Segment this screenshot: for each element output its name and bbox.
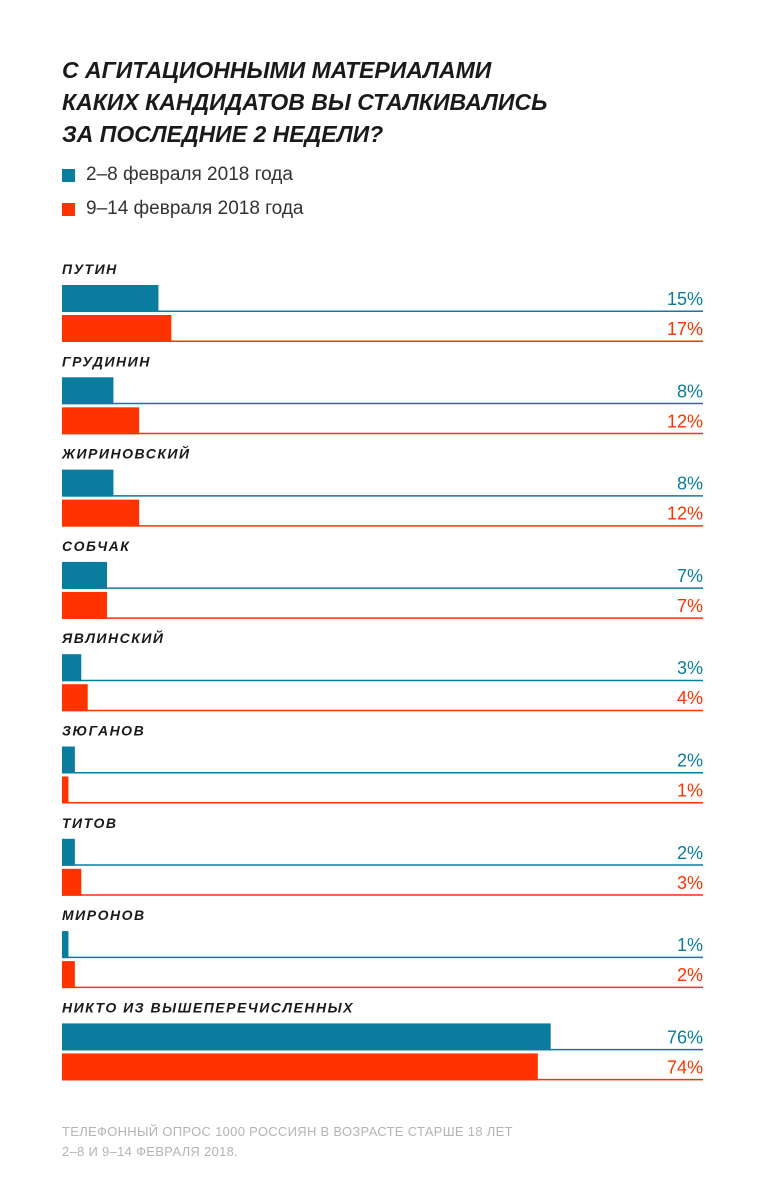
title-line: за последние 2 недели? xyxy=(62,121,384,147)
category-label: ЯВЛИНСКИЙ xyxy=(61,629,164,646)
category-label: ГРУДИНИН xyxy=(62,353,151,369)
value-label: 2% xyxy=(677,751,703,771)
footnote: Телефонный опрос 1000 россиян в возрасте… xyxy=(62,1122,622,1162)
legend-swatch-red xyxy=(62,202,75,216)
category-label: ЗЮГАНОВ xyxy=(62,723,145,739)
value-label: 8% xyxy=(677,474,703,494)
bar xyxy=(62,315,172,342)
value-label: 3% xyxy=(677,873,703,893)
title-line: каких кандидатов вы сталкивались xyxy=(62,89,548,115)
bar xyxy=(62,961,75,989)
value-label: 2% xyxy=(677,843,703,863)
value-label: 76% xyxy=(667,1027,703,1047)
value-label: 8% xyxy=(677,381,703,401)
value-label: 1% xyxy=(677,781,703,801)
bar xyxy=(62,868,82,896)
value-label: 74% xyxy=(667,1057,703,1077)
value-label: 3% xyxy=(677,658,703,678)
footnote-line: Телефонный опрос 1000 россиян в возрасте… xyxy=(62,1124,513,1139)
bar xyxy=(62,591,108,619)
value-label: 7% xyxy=(677,566,703,586)
value-label: 2% xyxy=(677,965,703,985)
bar xyxy=(62,1053,538,1081)
value-label: 12% xyxy=(667,411,703,431)
category-label: ТИТОВ xyxy=(62,815,118,831)
value-label: 7% xyxy=(677,596,703,616)
category-label: НИКТО ИЗ ВЫШЕПЕРЕЧИСЛЕННЫХ xyxy=(62,999,354,1015)
footnote-line: 2–8 и 9–14 февраля 2018. xyxy=(62,1144,239,1159)
bar xyxy=(62,654,82,682)
bar xyxy=(62,561,108,589)
category-label: МИРОНОВ xyxy=(62,907,146,923)
legend-item-period-2: 9–14 февраля 2018 года xyxy=(62,198,304,220)
value-label: 1% xyxy=(677,935,703,955)
bar xyxy=(62,377,114,405)
bar xyxy=(62,1023,551,1051)
legend-swatch-blue xyxy=(62,168,75,182)
bar xyxy=(62,499,140,527)
bar xyxy=(62,684,88,712)
category-label: СОБЧАК xyxy=(62,538,130,554)
legend-label: 2–8 февраля 2018 года xyxy=(86,164,293,185)
title-line: С агитационными материалами xyxy=(62,57,492,83)
bar xyxy=(62,931,69,959)
value-label: 15% xyxy=(667,289,703,309)
bar xyxy=(62,746,75,774)
bar xyxy=(62,469,114,497)
legend-label: 9–14 февраля 2018 года xyxy=(86,198,304,219)
category-label: ПУТИН xyxy=(62,261,118,277)
legend: 2–8 февраля 2018 года 9–14 февраля 2018 … xyxy=(62,164,304,232)
value-label: 4% xyxy=(677,688,703,708)
bar xyxy=(62,285,159,312)
bar xyxy=(62,776,69,804)
category-label: ЖИРИНОВСКИЙ xyxy=(61,445,191,462)
legend-item-period-1: 2–8 февраля 2018 года xyxy=(62,164,304,186)
value-label: 12% xyxy=(667,504,703,524)
bar xyxy=(62,838,75,866)
chart-title: С агитационными материалами каких кандид… xyxy=(62,54,702,150)
bar xyxy=(62,407,140,435)
value-label: 17% xyxy=(667,319,703,339)
